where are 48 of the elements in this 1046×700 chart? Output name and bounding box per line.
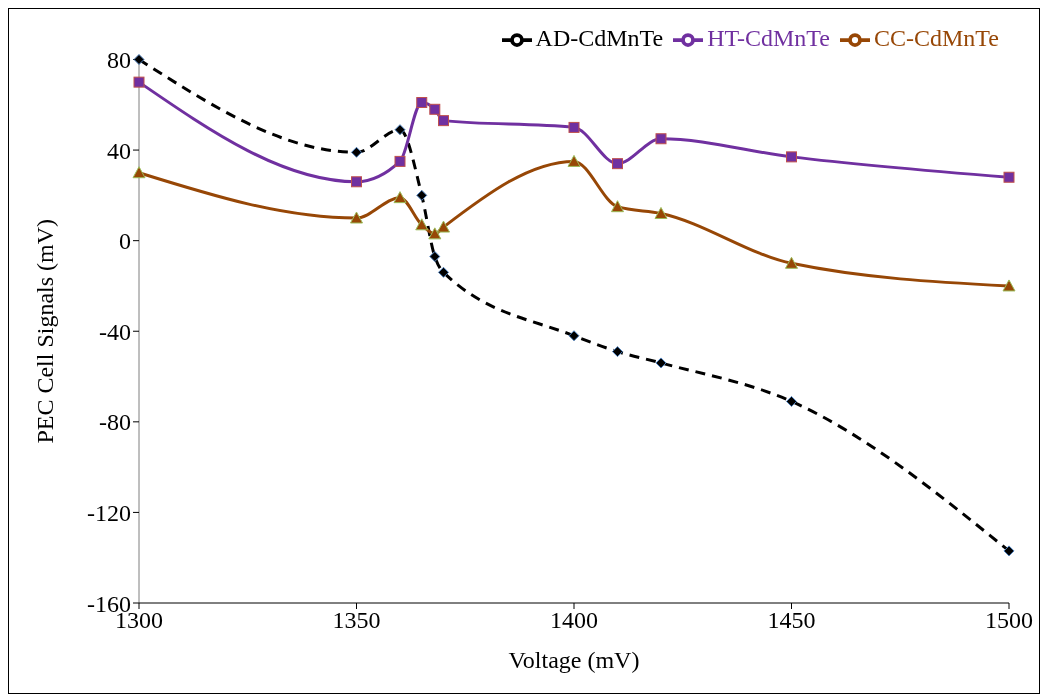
point xyxy=(394,124,406,136)
legend-label: CC-CdMnTe xyxy=(874,25,999,51)
point xyxy=(415,218,429,231)
y-tick-label: -80 xyxy=(99,409,131,436)
point xyxy=(785,256,798,269)
point xyxy=(1003,171,1015,183)
legend-label: AD-CdMnTe xyxy=(535,25,664,51)
point xyxy=(611,200,624,213)
y-tick-label: -40 xyxy=(99,318,131,345)
x-tick-label: 1400 xyxy=(550,607,598,634)
point xyxy=(567,154,581,167)
point xyxy=(568,121,580,133)
y-axis-title: PEC Cell Signals (mV) xyxy=(31,218,58,444)
x-tick-label: 1500 xyxy=(985,607,1033,634)
point xyxy=(1003,545,1015,557)
y-tick-label: -120 xyxy=(87,499,131,526)
point xyxy=(132,166,146,179)
point xyxy=(655,133,667,145)
point xyxy=(429,251,441,263)
point xyxy=(786,395,797,407)
point xyxy=(416,97,428,109)
point xyxy=(655,357,667,369)
point xyxy=(394,155,406,167)
point xyxy=(1002,279,1016,292)
point xyxy=(438,115,449,127)
y-tick-label: 40 xyxy=(107,137,131,164)
point xyxy=(438,266,449,278)
point xyxy=(133,53,145,65)
point xyxy=(350,211,363,224)
x-axis-title: Voltage (mV) xyxy=(508,647,640,673)
y-tick-label: 0 xyxy=(119,228,131,255)
x-tick-label: 1450 xyxy=(767,607,816,634)
point xyxy=(437,220,450,233)
x-tick-label: 1350 xyxy=(332,607,381,634)
point xyxy=(786,151,797,163)
point xyxy=(654,206,668,219)
point xyxy=(428,227,442,240)
point xyxy=(133,76,145,88)
legend-label: HT-CdMnTe xyxy=(707,25,830,51)
point xyxy=(351,146,362,158)
point xyxy=(393,191,407,204)
point xyxy=(612,346,623,358)
point xyxy=(351,176,362,188)
point xyxy=(568,330,580,342)
y-tick-label: 80 xyxy=(107,47,131,73)
point xyxy=(416,189,428,201)
point xyxy=(429,103,441,115)
point xyxy=(612,158,623,170)
